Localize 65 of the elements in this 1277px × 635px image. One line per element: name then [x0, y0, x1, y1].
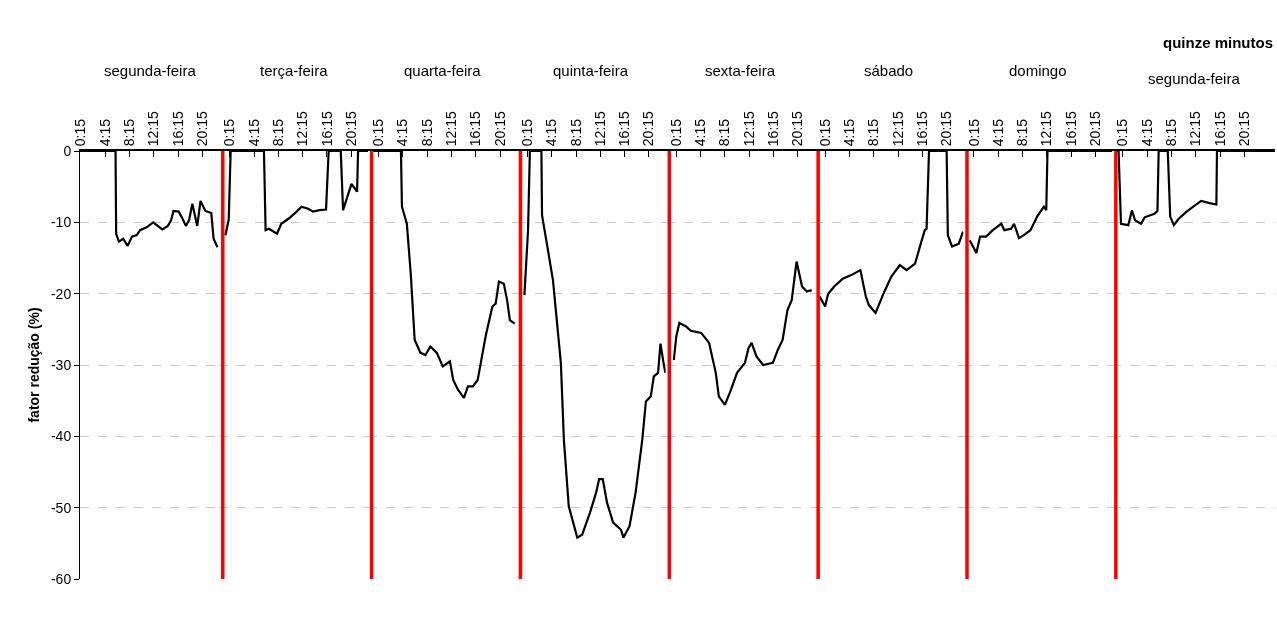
x-tick-label: 8:15 [716, 118, 733, 147]
chart-title: quinta-feira [553, 62, 629, 79]
x-tick-label: 12:15 [1187, 110, 1204, 147]
x-tick-label: 16:15 [913, 110, 930, 147]
x-tick-label: 16:15 [616, 110, 633, 147]
chart-title: sábado [864, 62, 914, 79]
x-tick-label: 20:15 [1235, 110, 1252, 147]
y-tick-label: -10 [50, 214, 72, 231]
y-tick-label: -40 [50, 428, 72, 445]
chart-title: segunda-feira [104, 62, 197, 79]
x-tick-label: 20:15 [640, 110, 657, 147]
x-tick-label: 20:15 [1087, 110, 1104, 147]
x-tick-label: 4:15 [989, 118, 1006, 147]
x-axis-title: quinze minutos [1163, 34, 1273, 51]
y-tick-label: 0 [63, 142, 72, 159]
chart-title: terça-feira [260, 62, 329, 79]
x-tick-label: 0:15 [72, 118, 89, 147]
x-tick-label: 20:15 [938, 110, 955, 147]
x-tick-label: 8:15 [567, 118, 584, 147]
x-tick-label: 8:15 [121, 118, 138, 147]
x-tick-label: 8:15 [1162, 118, 1179, 147]
y-tick-label: -30 [50, 356, 72, 373]
x-tick-label: 4:15 [1138, 118, 1155, 147]
x-tick-label: 0:15 [370, 118, 387, 147]
x-tick-label: 12:15 [294, 110, 311, 147]
y-tick-label: -60 [50, 570, 72, 587]
x-tick-label: 4:15 [96, 118, 113, 147]
x-tick-label: 8:15 [269, 118, 286, 147]
x-tick-label: 12:15 [740, 110, 757, 147]
x-tick-label: 16:15 [1211, 110, 1228, 147]
x-tick-label: 8:15 [418, 118, 435, 147]
x-tick-label: 12:15 [443, 110, 460, 147]
y-axis-title: fator redução (%) [25, 307, 42, 423]
y-tick-label: -20 [50, 285, 72, 302]
x-tick-label: 12:15 [1038, 110, 1055, 147]
y-tick-label: -50 [50, 499, 72, 516]
x-tick-label: 12:15 [591, 110, 608, 147]
x-tick-label: 16:15 [1062, 110, 1079, 147]
x-tick-label: 20:15 [342, 110, 359, 147]
x-tick-label: 4:15 [245, 118, 262, 147]
x-tick-label: 12:15 [889, 110, 906, 147]
x-tick-label: 8:15 [1014, 118, 1031, 147]
x-tick-label: 0:15 [667, 118, 684, 147]
x-tick-label: 20:15 [491, 110, 508, 147]
x-tick-label: 0:15 [518, 118, 535, 147]
x-tick-label: 8:15 [865, 118, 882, 147]
chart-title: quarta-feira [404, 62, 482, 79]
x-tick-label: 4:15 [840, 118, 857, 147]
x-tick-label: 4:15 [692, 118, 709, 147]
x-tick-label: 20:15 [789, 110, 806, 147]
x-tick-label: 12:15 [145, 110, 162, 147]
chart-title: segunda-feira [1148, 70, 1241, 87]
x-tick-label: 16:15 [467, 110, 484, 147]
x-tick-label: 16:15 [169, 110, 186, 147]
x-tick-label: 0:15 [221, 118, 238, 147]
x-tick-label: 16:15 [318, 110, 335, 147]
chart-title: domingo [1009, 62, 1067, 79]
x-tick-label: 0:15 [965, 118, 982, 147]
x-tick-label: 4:15 [543, 118, 560, 147]
x-tick-label: 20:15 [193, 110, 210, 147]
x-tick-label: 16:15 [765, 110, 782, 147]
x-tick-label: 4:15 [394, 118, 411, 147]
x-tick-label: 0:15 [1114, 118, 1131, 147]
x-tick-label: 0:15 [816, 118, 833, 147]
chart-title: sexta-feira [705, 62, 776, 79]
